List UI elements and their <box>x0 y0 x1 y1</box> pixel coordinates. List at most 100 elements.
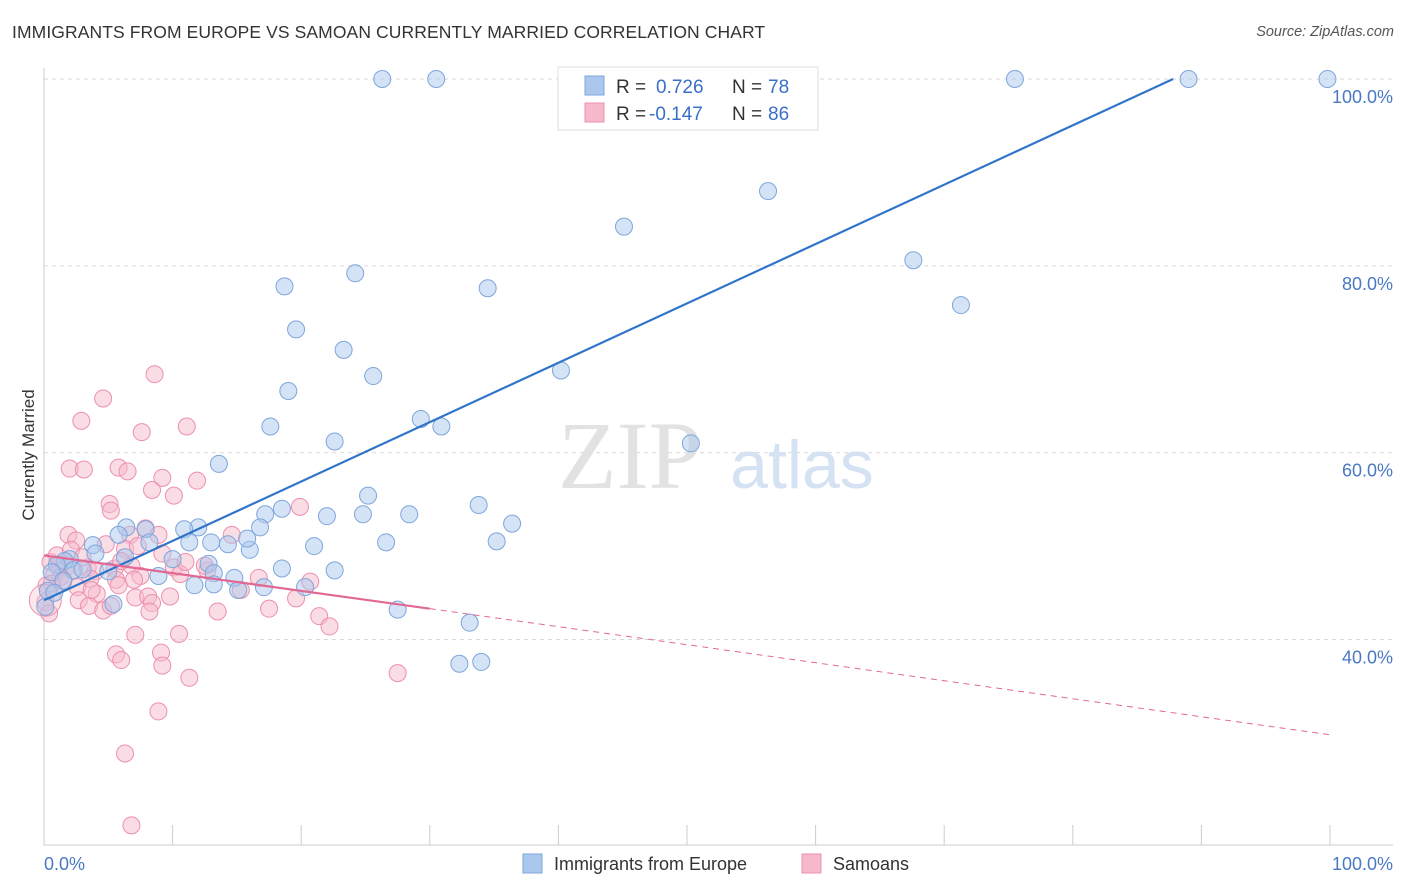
legend-swatch-blue <box>584 75 605 96</box>
data-point <box>279 382 298 401</box>
data-point <box>411 410 430 429</box>
data-point <box>450 654 469 673</box>
data-point <box>287 320 306 339</box>
data-point <box>614 217 633 236</box>
samoans-trend-extension <box>429 608 1331 736</box>
data-point <box>140 602 159 621</box>
x-tick-max: 100.0% <box>1332 854 1393 874</box>
series-legend-label-samoans: Samoans <box>833 854 909 874</box>
data-point <box>251 518 270 537</box>
series-legend-swatch-samoans <box>801 853 822 874</box>
series-legend-label-europe: Immigrants from Europe <box>554 854 747 874</box>
legend-swatch-pink <box>584 102 605 123</box>
data-point <box>153 656 172 675</box>
data-point <box>261 417 280 436</box>
data-point <box>143 481 162 500</box>
data-point <box>116 744 135 763</box>
data-point <box>72 411 91 430</box>
data-point <box>112 651 131 670</box>
data-point <box>118 462 137 481</box>
axes <box>43 68 1393 846</box>
data-point <box>101 501 120 520</box>
data-point <box>759 182 778 201</box>
data-point <box>109 576 128 595</box>
data-point <box>1179 70 1198 88</box>
data-point <box>180 668 199 687</box>
data-point <box>74 460 93 479</box>
series-legend: Immigrants from Europe Samoans <box>522 853 909 874</box>
data-point <box>334 340 353 359</box>
data-point <box>681 434 700 453</box>
legend-n-label-pink: N = <box>732 104 762 125</box>
data-point <box>427 70 446 88</box>
data-point <box>177 417 196 436</box>
data-point <box>275 277 294 296</box>
data-point <box>364 367 383 386</box>
data-point <box>904 251 923 270</box>
samoans-points <box>28 365 407 835</box>
watermark: ZIP atlas <box>558 402 874 509</box>
legend-n-value-pink: 86 <box>768 104 789 125</box>
data-point <box>487 532 506 551</box>
data-point <box>109 525 128 544</box>
legend-r-value-blue: 0.726 <box>656 77 704 98</box>
y-tick-label: 100.0% <box>1332 87 1393 107</box>
data-point <box>353 505 372 524</box>
data-point <box>400 505 419 524</box>
data-point <box>260 599 279 618</box>
data-point <box>272 559 291 578</box>
data-point <box>208 602 227 621</box>
data-point <box>317 507 336 526</box>
data-point <box>73 560 92 579</box>
series-legend-swatch-europe <box>522 853 543 874</box>
data-point <box>359 486 378 505</box>
x-tick-labels: 0.0% 100.0% <box>44 854 1393 874</box>
data-point <box>170 624 189 643</box>
europe-points <box>36 70 1337 673</box>
data-point <box>122 816 141 835</box>
legend-n-value-blue: 78 <box>768 77 789 98</box>
data-point <box>126 625 145 644</box>
data-point <box>104 594 123 613</box>
data-point <box>209 454 228 473</box>
data-point <box>325 432 344 451</box>
y-tick-label: 40.0% <box>1342 647 1393 667</box>
data-point <box>153 468 172 487</box>
samoans-trend-line <box>43 554 430 610</box>
data-point <box>132 423 151 442</box>
data-point <box>388 664 407 683</box>
data-point <box>290 497 309 516</box>
data-point <box>188 471 207 490</box>
data-point <box>469 495 488 514</box>
legend-r-label-pink: R = <box>616 104 646 125</box>
data-point <box>86 544 105 563</box>
data-point <box>202 533 221 552</box>
data-point <box>164 486 183 505</box>
data-point <box>36 597 55 616</box>
y-axis-label: Currently Married <box>19 389 38 520</box>
data-point <box>1005 70 1024 88</box>
data-point <box>125 570 144 589</box>
data-point <box>1318 70 1337 88</box>
data-point <box>951 296 970 315</box>
data-point <box>460 613 479 632</box>
watermark-zip: ZIP <box>558 402 702 509</box>
data-point <box>377 533 396 552</box>
legend-r-label-blue: R = <box>616 77 646 98</box>
legend-n-label-blue: N = <box>732 77 762 98</box>
data-point <box>238 529 257 548</box>
data-point <box>161 587 180 606</box>
data-point <box>478 279 497 298</box>
trend-lines <box>43 78 1331 736</box>
data-point <box>149 702 168 721</box>
data-point <box>472 652 491 671</box>
chart-title: IMMIGRANTS FROM EUROPE VS SAMOAN CURRENT… <box>12 22 766 42</box>
data-point <box>185 576 204 595</box>
data-point <box>82 580 101 599</box>
y-tick-label: 80.0% <box>1342 274 1393 294</box>
data-point <box>94 389 113 408</box>
y-tick-labels: 40.0% 60.0% 80.0% 100.0% <box>1332 87 1393 667</box>
watermark-atlas: atlas <box>730 427 874 503</box>
source-credit: Source: ZipAtlas.com <box>1256 24 1394 40</box>
